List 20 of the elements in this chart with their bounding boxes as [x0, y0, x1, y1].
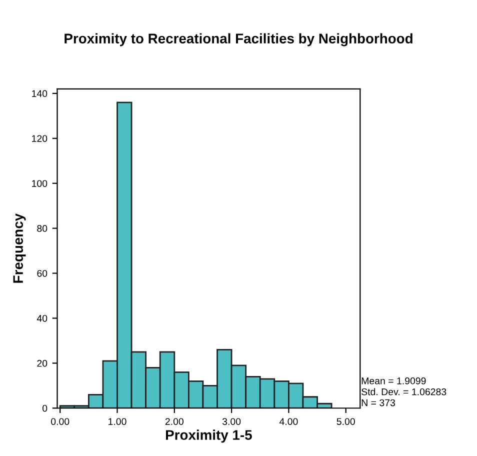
y-tick-label: 120 — [32, 135, 48, 142]
y-tick-label: 40 — [36, 314, 48, 322]
y-tick-label: 80 — [37, 225, 48, 232]
x-tick-label: 2.00 — [165, 418, 184, 425]
y-tick-label: 20 — [37, 360, 48, 367]
y-tick-label: 140 — [32, 90, 48, 98]
x-tick-label: 0.00 — [51, 418, 70, 425]
x-tick-label: 1.00 — [108, 418, 126, 425]
text: Std. Dev. = 1.06283 — [362, 388, 446, 396]
x-tick-label: 5.00 — [336, 418, 355, 425]
x-tick-label: 4.00 — [279, 418, 298, 425]
text: Mean = 1.9099 — [362, 377, 426, 384]
chart-title: Proximity to Recreational Facilities by Neighborhood — [64, 33, 412, 46]
text: N = 373 — [362, 399, 395, 406]
y-tick-label: 60 — [37, 270, 48, 277]
x-tick-label: 3.00 — [222, 418, 241, 425]
x-axis-title: Proximity 1-5 — [166, 430, 252, 443]
y-tick-label: 0 — [42, 404, 48, 412]
y-axis-title: Frequency — [13, 213, 26, 283]
y-tick-label: 100 — [32, 180, 48, 187]
